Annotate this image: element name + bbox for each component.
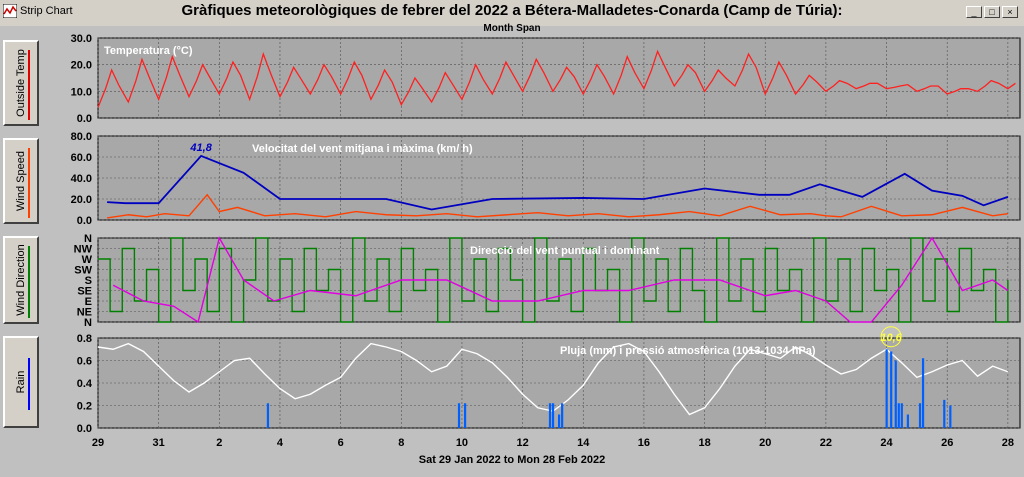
x-tick-label: 31: [153, 437, 165, 449]
rain-bar: [551, 403, 555, 428]
panel-title: Direcció del vent puntual i dominant: [470, 245, 660, 257]
page-subtitle: Month Span: [483, 23, 541, 34]
rain-color-bar: [28, 358, 30, 410]
x-tick-label: 6: [338, 437, 344, 449]
page-title: Gràfiques meteorològiques de febrer del …: [181, 2, 843, 19]
y-tick-label: 0.6: [77, 356, 92, 368]
rain-bar: [921, 358, 925, 428]
y-tick-label: 40.0: [71, 173, 92, 185]
peak-highlight-circle: [880, 326, 902, 348]
rain-bar: [918, 403, 922, 428]
wind-speed-button[interactable]: Wind Speed: [3, 138, 39, 224]
rain-bar: [548, 403, 552, 428]
series-dominant: [112, 236, 1009, 324]
x-tick-label: 14: [577, 437, 590, 449]
rain-button[interactable]: Rain: [3, 336, 39, 428]
x-tick-label: 2: [216, 437, 222, 449]
x-tick-label: 16: [638, 437, 650, 449]
rain-bar: [457, 403, 461, 428]
y-tick-label: 0.8: [77, 333, 92, 345]
y-tick-label: 0.2: [77, 401, 92, 413]
x-tick-label: 20: [759, 437, 771, 449]
x-tick-label: 8: [398, 437, 404, 449]
close-button[interactable]: ×: [1002, 6, 1018, 18]
y-tick-label: 80.0: [71, 131, 92, 143]
rain-bar: [897, 403, 900, 428]
rain-bar: [900, 403, 903, 428]
y-tick-label: 0.0: [77, 215, 92, 227]
y-tick-label: W: [82, 254, 93, 266]
y-tick-label: S: [85, 275, 92, 287]
y-tick-label: NE: [77, 307, 92, 319]
x-tick-label: 18: [698, 437, 710, 449]
temperature-series: [97, 49, 1016, 108]
rain-bar: [561, 403, 564, 428]
wind-direction-color-bar: [28, 246, 30, 318]
title-bar: Strip Chart Gràfiques meteorològiques de…: [0, 0, 1024, 26]
plot-area-1: [97, 37, 1021, 119]
series-puntual: [98, 237, 1009, 323]
y-tick-label: E: [85, 296, 92, 308]
rain-bar: [885, 349, 888, 428]
y-tick-label: 30.0: [71, 33, 92, 45]
x-tick-label: 4: [277, 437, 284, 449]
y-tick-label: 0.0: [77, 423, 92, 435]
x-tick-label: 29: [92, 437, 104, 449]
y-tick-label: 20.0: [71, 60, 92, 72]
y-tick-label: 0.0: [77, 113, 92, 125]
y-tick-label: 20.0: [71, 194, 92, 206]
y-tick-label: 0.4: [77, 378, 93, 390]
x-tick-label: 10: [456, 437, 468, 449]
rain-bar: [949, 405, 952, 428]
wind-direction-button[interactable]: Wind Direction: [3, 236, 39, 324]
x-tick-label: 24: [880, 437, 893, 449]
panel-title: Velocitat del vent mitjana i màxima (km/…: [252, 143, 473, 155]
y-tick-label: N: [84, 233, 92, 245]
x-tick-label: 22: [820, 437, 832, 449]
outside-temp-color-bar: [28, 50, 30, 120]
outside-temp-button[interactable]: Outside Temp: [3, 40, 39, 126]
rain-bar: [266, 403, 270, 428]
x-tick-label: 28: [1002, 437, 1014, 449]
x-tick-label: 26: [941, 437, 953, 449]
y-tick-label: SE: [77, 286, 92, 298]
rain-bar: [463, 403, 467, 428]
y-tick-label: N: [84, 317, 92, 329]
rain-bar: [894, 360, 897, 428]
app-name: Strip Chart: [20, 5, 73, 17]
rain-bar: [943, 399, 946, 428]
peak-annotation: 41,8: [189, 142, 212, 154]
y-tick-label: SW: [74, 265, 92, 277]
maximize-button[interactable]: □: [984, 6, 1000, 18]
peak-annotation: 10,6: [880, 332, 902, 344]
rain-bar: [890, 351, 893, 428]
date-range: Sat 29 Jan 2022 to Mon 28 Feb 2022: [418, 454, 606, 466]
x-tick-label: 12: [516, 437, 528, 449]
y-tick-label: NW: [74, 244, 93, 256]
panel-title: Pluja (mm) i pressió atmosfèrica (1013-1…: [560, 345, 816, 357]
minimize-button[interactable]: _: [966, 6, 982, 18]
rain-bar: [906, 414, 909, 428]
panel-title: Temperatura (°C): [104, 45, 193, 57]
series-max: [107, 154, 1009, 211]
strip-chart-icon: [3, 4, 17, 18]
wind-speed-color-bar: [28, 148, 30, 218]
y-tick-label: 60.0: [71, 152, 92, 164]
y-tick-label: 10.0: [71, 86, 92, 98]
rain-bar: [558, 414, 561, 428]
series-mean: [106, 193, 1008, 219]
